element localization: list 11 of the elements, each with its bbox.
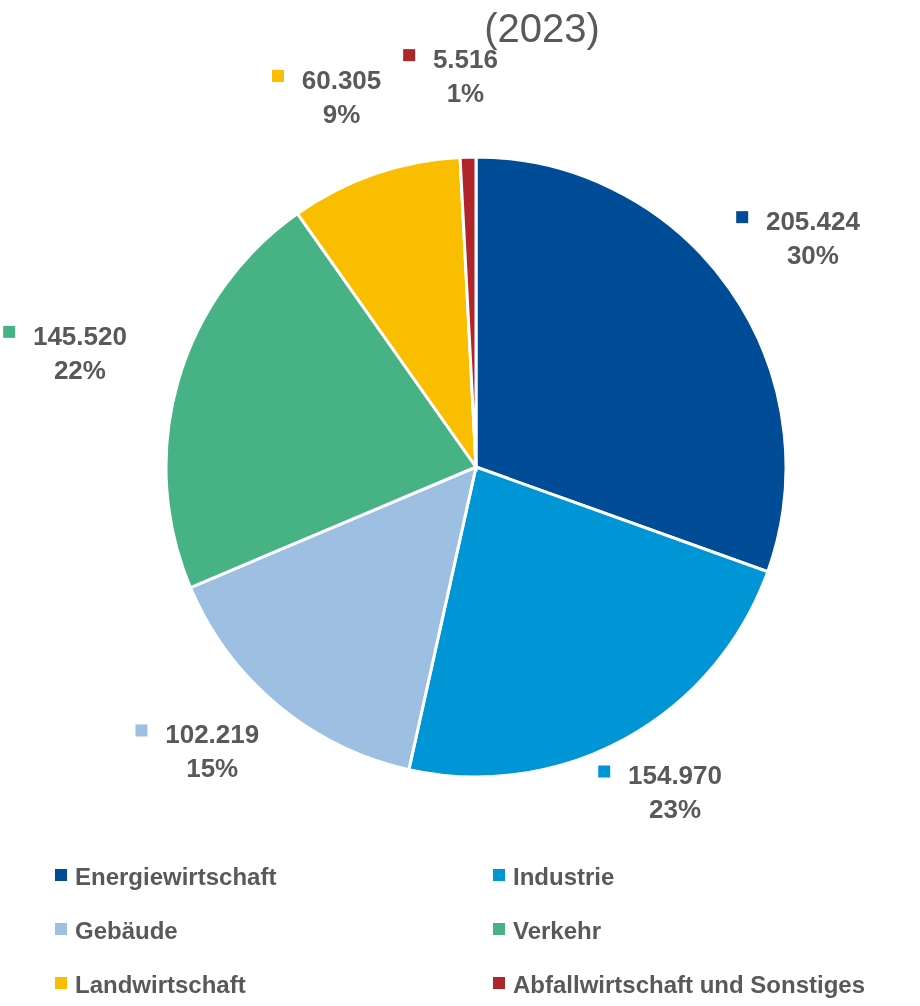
data-label: 145.520 22% <box>32 320 127 385</box>
legend-label: Gebäude <box>75 917 178 944</box>
data-label: 205.424 30% <box>765 206 861 271</box>
data-label: 60.305 9% <box>301 64 382 129</box>
data-label: 102.219 15% <box>165 719 260 784</box>
legend-label: Landwirtschaft <box>75 971 246 998</box>
data-label: 154.970 23% <box>628 760 722 825</box>
legend-label: Verkehr <box>513 917 602 944</box>
legend-label: Energiewirtschaft <box>75 863 277 890</box>
legend-label: Abfallwirtschaft und Sonstiges <box>513 971 866 998</box>
legend-label: Industrie <box>513 863 615 890</box>
